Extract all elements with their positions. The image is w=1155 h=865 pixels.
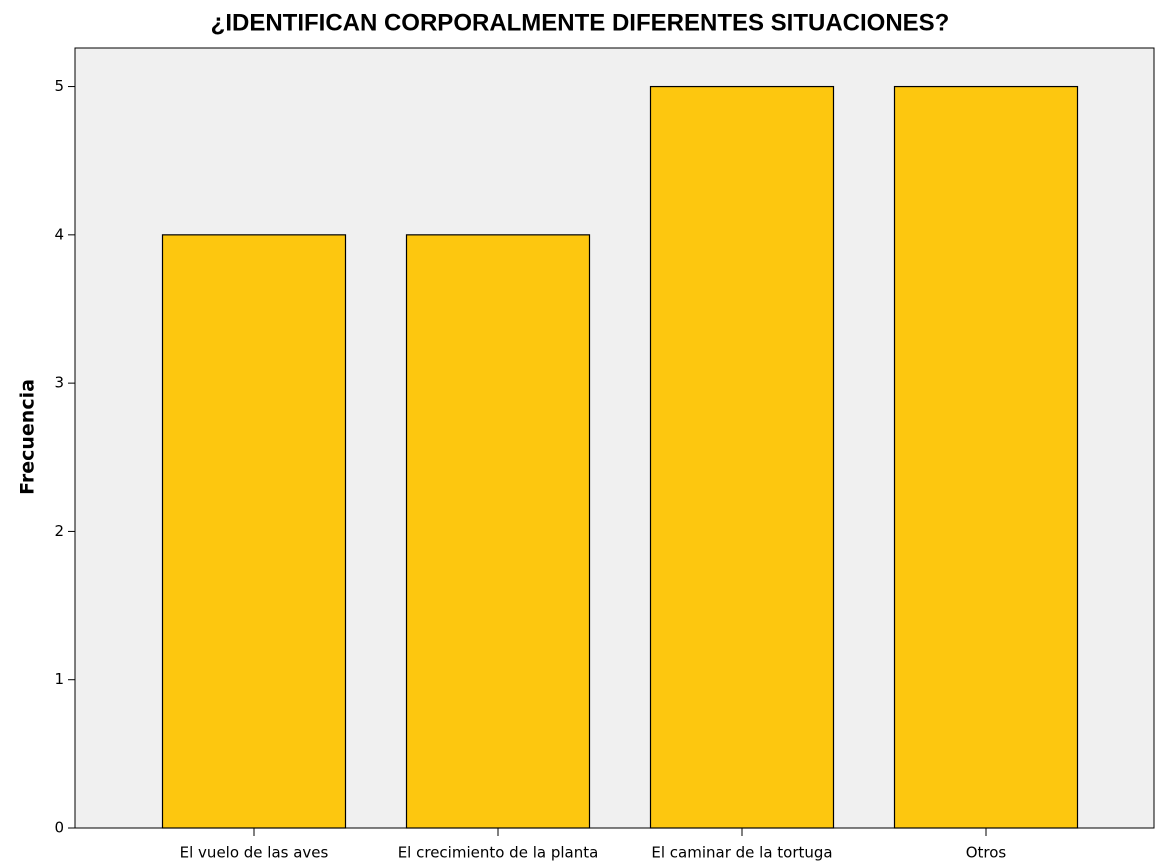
- x-tick-label: Otros: [966, 844, 1007, 862]
- x-tick-label: El caminar de la tortuga: [651, 844, 832, 862]
- bar: [161, 234, 347, 829]
- y-tick-label: 3: [54, 374, 64, 392]
- bar: [649, 85, 835, 829]
- y-axis-label: Frecuencia: [17, 379, 39, 495]
- y-tick-label: 2: [54, 522, 64, 540]
- bar: [893, 85, 1079, 829]
- x-tick-label: El vuelo de las aves: [180, 844, 329, 862]
- y-tick-label: 0: [54, 819, 64, 837]
- y-tick-label: 4: [54, 225, 64, 243]
- chart-title: ¿IDENTIFICAN CORPORALMENTE DIFERENTES SI…: [211, 9, 950, 36]
- bar: [405, 234, 591, 829]
- x-tick-label: El crecimiento de la planta: [398, 844, 599, 862]
- y-tick-label: 1: [54, 670, 64, 688]
- y-tick-label: 5: [54, 77, 64, 95]
